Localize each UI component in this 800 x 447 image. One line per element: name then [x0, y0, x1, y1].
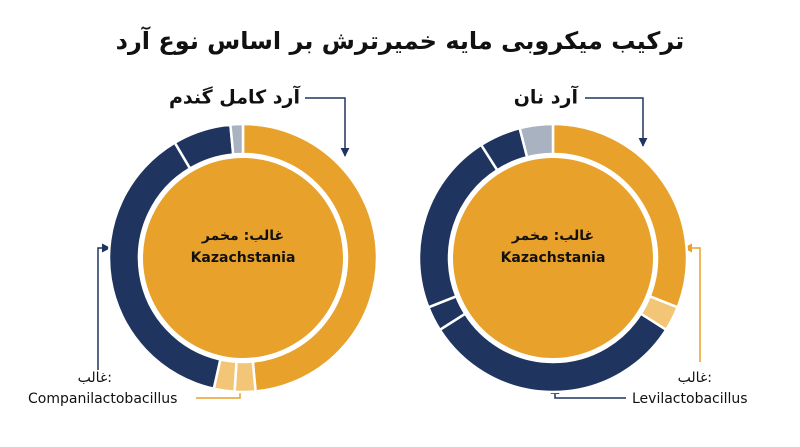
title: ترکیب میکروبی مایه خمیرترش بر اساس نوع آ…	[116, 26, 685, 55]
center-name: Kazachstania	[191, 250, 296, 266]
chart-title: آرد کامل گندم	[169, 85, 301, 109]
annotation-name: Levilactobacillus	[632, 391, 748, 407]
annotation-name: Companilactobacillus	[28, 391, 177, 407]
donut-segment	[233, 360, 257, 394]
arrow	[97, 243, 111, 370]
center-label: غالب: مخمر	[511, 228, 594, 244]
arrows	[97, 97, 701, 399]
donut-segment	[518, 122, 555, 159]
annotation-label: غالب:	[678, 370, 712, 386]
arrow	[683, 243, 701, 362]
arrow	[585, 97, 648, 147]
center-label: غالب: مخمر	[201, 228, 284, 244]
inner-circle	[143, 158, 343, 358]
chart-title: آرد نان	[514, 85, 579, 109]
donut-segment	[241, 122, 379, 393]
inner-circle	[453, 158, 653, 358]
center-name: Kazachstania	[501, 250, 606, 266]
arrow	[305, 97, 350, 157]
annotation-label: غالب:	[78, 370, 112, 386]
donut-segment	[229, 122, 245, 156]
